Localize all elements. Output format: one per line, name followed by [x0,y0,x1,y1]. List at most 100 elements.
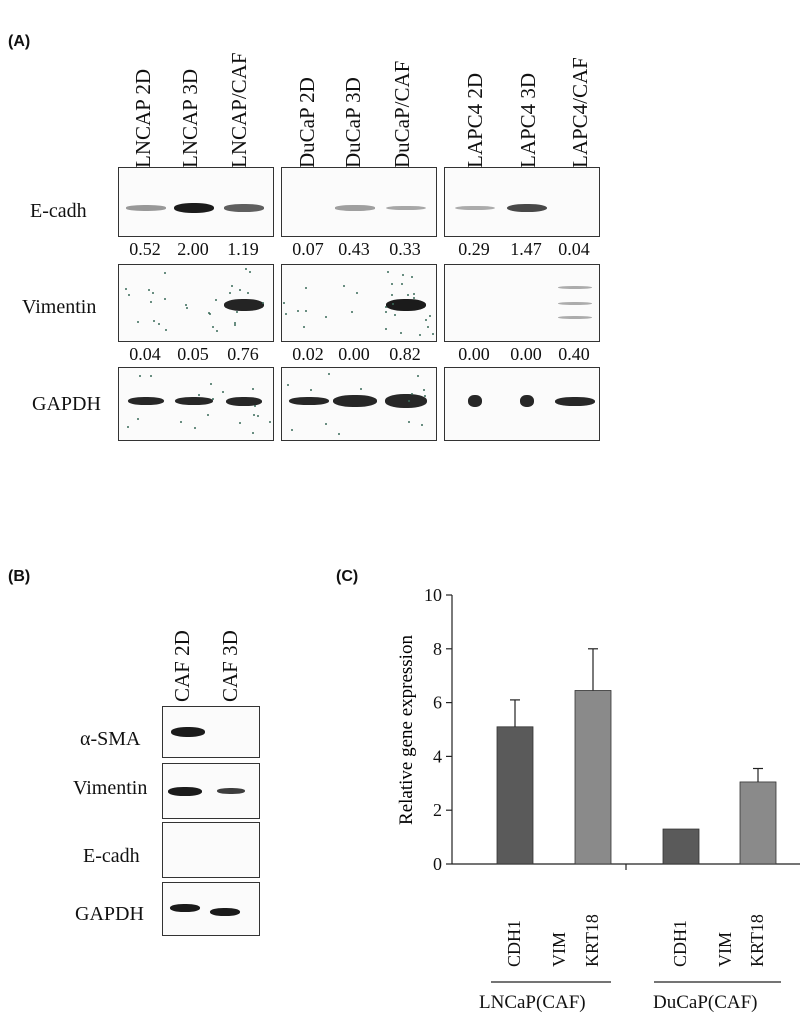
blot-speck [391,283,394,286]
category-label-krt18: KRT18 [747,914,767,967]
y-axis-label: Relative gene expression [396,635,417,825]
blot-vimentin-lapc4 [444,264,600,342]
blot-speck [385,327,388,330]
blot-speck [128,294,131,297]
blot-speck [412,296,415,299]
y-tick-label: 4 [433,746,442,766]
blot-speck [233,321,236,324]
blot-speck [411,275,414,278]
blot-speck [247,291,250,294]
lane-label: LAPC4/CAF [568,57,592,168]
densitometry-value-vimentin: 0.00 [338,344,370,364]
densitometry-value-vimentin: 0.00 [510,344,542,364]
blot-speck [244,267,247,270]
blot-speck [209,313,212,316]
blot-speck [234,323,237,326]
blot-speck [327,373,330,376]
bar-cdh1 [662,828,700,865]
blot-speck [252,387,255,390]
band-gapdh [226,396,262,406]
category-label-krt18: KRT18 [582,914,602,967]
row-label-gapdh: GAPDH [32,393,101,415]
blot-speck [230,285,233,288]
blot-speck [384,310,387,313]
band-gapdh [468,395,482,407]
densitometry-value-vimentin: 0.04 [129,344,161,364]
y-tick-label: 8 [433,639,442,659]
blot-speck [427,326,430,329]
panel-a-label: (A) [8,33,31,50]
band-vimentin [168,786,202,796]
densitometry-value-ecadh: 1.19 [227,239,259,259]
category-label-cdh1: CDH1 [504,919,524,967]
blot-speck [163,297,166,300]
blot-speck [239,422,242,425]
blot-ecadh-caf [162,822,260,878]
blot-speck [287,383,290,386]
blot-ecadh-lncap [118,167,274,237]
blot-gapdh-ducap [281,367,437,441]
lane-label: DuCaP 3D [341,77,365,168]
blot-vimentin-caf [162,763,260,819]
densitometry-value-vimentin: 0.40 [558,344,590,364]
blot-speck [252,432,255,435]
blot-speck [164,328,167,331]
band-gapdh [333,395,377,407]
row-label-vimentin: Vimentin [73,777,148,799]
blot-gapdh-caf [162,882,260,936]
blot-speck [185,303,188,306]
blot-speck [193,426,196,429]
blot-speck [394,313,397,316]
blot-speck [431,333,434,336]
blot-speck [268,421,271,424]
blot-speck [400,282,403,285]
blot-speck [254,404,257,407]
band-ecadh [126,205,166,211]
row-label-ecadh: E-cadh [83,845,140,867]
band-gapdh [170,904,200,912]
category-label-cdh1: CDH1 [670,919,690,967]
band-vimentin [386,299,426,311]
y-tick-label: 2 [433,800,442,820]
blot-gapdh-lncap [118,367,274,441]
lane-label: LNCAP 2D [131,69,155,168]
category-label-vim: VIM [715,932,735,967]
band-gapdh [175,397,213,405]
blot-speck [148,288,151,291]
densitometry-value-vimentin: 0.02 [292,344,324,364]
band-vimentin [558,315,592,319]
blot-speck [163,272,166,275]
blot-speck [410,392,413,395]
blot-speck [401,274,404,277]
band-gapdh [289,397,329,405]
row-label-gapdh: GAPDH [75,903,144,925]
group-label-lncap: LNCaP(CAF) [479,992,586,1013]
band-vimentin [224,299,264,311]
blot-speck [179,420,182,423]
blot-speck [422,388,425,391]
densitometry-value-vimentin: 0.00 [458,344,490,364]
lane-label: LAPC4 3D [516,72,540,168]
bar-krt18 [739,781,777,865]
blot-speck [429,315,432,318]
blot-speck [126,425,129,428]
lane-label: DuCaP 2D [295,77,319,168]
blot-speck [392,303,395,306]
blot-speck [351,310,354,313]
densitometry-value-ecadh: 1.47 [510,239,542,259]
blot-speck [408,400,411,403]
blot-speck [304,310,307,313]
lane-label: CAF 3D [218,630,242,702]
blot-speck [229,291,232,294]
blot-speck [421,423,424,426]
blot-speck [150,374,153,377]
blot-vimentin-ducap [281,264,437,342]
blot-speck [406,294,409,297]
blot-speck [198,393,201,396]
band-gapdh [210,908,240,916]
band-gapdh [128,397,164,405]
blot-speck [209,383,212,386]
band-vimentin [217,788,245,794]
blot-asma-caf [162,706,260,758]
densitometry-value-vimentin: 0.76 [227,344,259,364]
